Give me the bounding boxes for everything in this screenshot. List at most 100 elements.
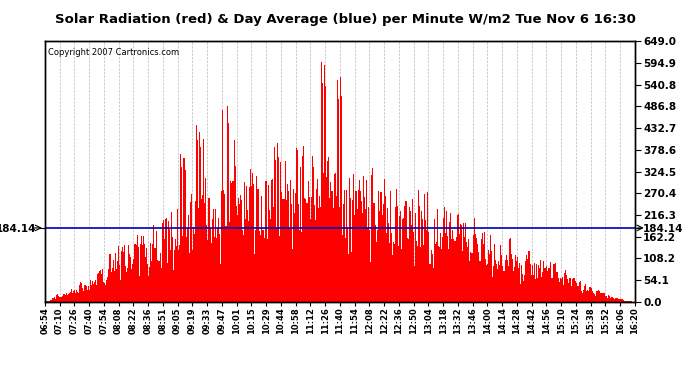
Bar [80,282,81,302]
Bar [313,166,314,302]
Bar [274,147,275,302]
Bar [102,269,103,302]
Bar [364,197,365,302]
Bar [542,272,543,302]
Bar [482,243,484,302]
Bar [598,290,600,302]
Bar [141,244,143,302]
Bar [257,189,259,302]
Bar [120,280,121,302]
Bar [506,260,508,302]
Bar [535,264,537,302]
Bar [329,198,331,302]
Bar [248,221,249,302]
Bar [295,193,296,302]
Bar [457,214,459,302]
Bar [494,244,495,302]
Bar [180,154,181,302]
Bar [570,278,571,302]
Bar [280,162,282,302]
Bar [133,259,135,302]
Bar [460,224,461,302]
Bar [442,237,443,302]
Bar [374,203,375,302]
Bar [124,245,125,302]
Bar [392,255,393,302]
Bar [596,291,598,302]
Bar [394,244,395,302]
Bar [362,213,363,302]
Bar [366,180,367,302]
Bar [145,257,146,302]
Bar [65,295,66,302]
Bar [404,206,406,302]
Bar [533,263,535,302]
Bar [375,225,376,302]
Bar [565,270,566,302]
Bar [393,243,394,302]
Bar [367,228,368,302]
Bar [215,209,216,302]
Bar [562,277,563,302]
Bar [135,244,137,302]
Bar [469,261,470,302]
Bar [227,106,228,302]
Bar [560,278,561,302]
Bar [376,242,377,302]
Bar [228,123,229,302]
Bar [495,260,496,302]
Bar [206,225,208,302]
Bar [346,190,347,302]
Bar [559,282,560,302]
Bar [176,246,177,302]
Bar [198,207,199,302]
Bar [475,234,476,302]
Bar [119,265,120,302]
Bar [130,257,131,302]
Bar [165,219,166,302]
Bar [202,195,204,302]
Bar [491,251,492,302]
Bar [520,284,521,302]
Bar [172,237,173,302]
Bar [129,254,130,302]
Bar [357,190,359,302]
Bar [170,250,171,302]
Bar [518,268,519,302]
Bar [526,255,527,302]
Bar [397,207,398,302]
Bar [391,234,392,302]
Bar [86,290,88,302]
Bar [551,278,553,302]
Bar [90,285,92,302]
Bar [522,274,523,302]
Bar [306,203,308,302]
Bar [486,264,488,302]
Bar [423,245,424,302]
Bar [200,147,201,302]
Bar [253,184,255,302]
Bar [349,178,351,302]
Bar [600,293,602,302]
Bar [625,301,627,302]
Bar [413,232,414,302]
Bar [606,296,607,302]
Bar [496,264,497,302]
Bar [151,261,152,302]
Bar [414,266,415,302]
Bar [294,213,295,302]
Bar [441,249,442,302]
Bar [478,252,480,302]
Bar [439,247,440,302]
Bar [77,292,78,302]
Bar [291,204,292,302]
Bar [155,248,157,302]
Bar [171,212,172,302]
Bar [589,287,590,302]
Bar [511,254,512,302]
Bar [613,298,614,302]
Bar [96,285,97,302]
Bar [221,190,222,302]
Bar [63,294,65,302]
Bar [384,196,386,302]
